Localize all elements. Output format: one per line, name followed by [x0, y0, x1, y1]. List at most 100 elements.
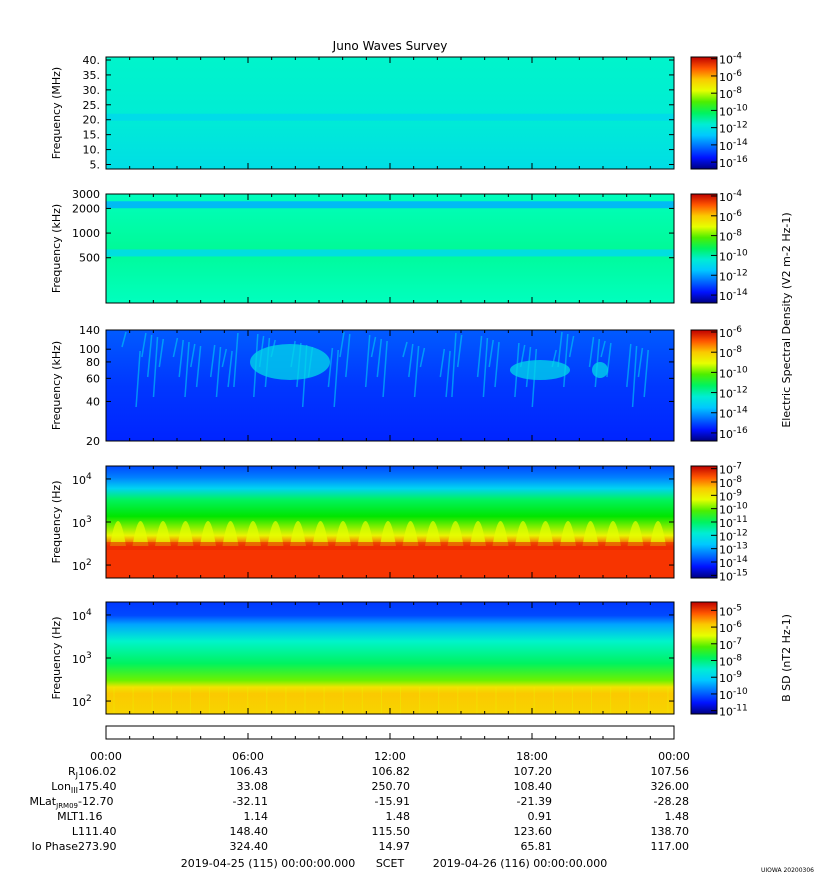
ephemeris-label: MLT — [57, 810, 78, 823]
colorbar-tick-label: 10-10 — [719, 248, 748, 263]
ephemeris-value: 175.40 — [78, 780, 117, 793]
panel-1: 5. 10. 15. 20. 25. 30. 35. 40. Frequency (MHz) 10… — [50, 52, 748, 172]
colorbar-tick-label: 10-4 — [719, 52, 742, 67]
ephemeris-value: 123.60 — [514, 825, 553, 838]
time-label: 12:00 — [374, 750, 406, 763]
colorbar-tick-label: 10-16 — [719, 426, 748, 441]
ephemeris-value: -15.91 — [375, 795, 410, 808]
y-tick-label: 103 — [72, 515, 92, 530]
time-label: 18:00 — [516, 750, 548, 763]
colorbar-tick-label: 10-16 — [719, 155, 748, 170]
spectrogram-3 — [106, 330, 674, 441]
end-time: 2019-04-26 (116) 00:00:00.000 — [433, 857, 607, 870]
colorbar-3 — [690, 329, 718, 442]
footer-credit: UIOWA 20200306 — [761, 867, 814, 874]
electric-spectral-density-label: Electric Spectral Density (V2 m-2 Hz-1) — [780, 212, 793, 427]
y-tick-label: 5. — [90, 159, 101, 172]
y-tick-label: 102 — [72, 694, 92, 709]
ephemeris-value: -32.11 — [233, 795, 268, 808]
y-tick-label: 30. — [83, 84, 101, 97]
colorbar-tick-label: 10-14 — [719, 138, 748, 153]
y-axis-label: Frequency (Hz) — [50, 481, 63, 564]
ephemeris-label: RJ — [68, 765, 78, 780]
colorbar-tick-label: 10-6 — [719, 620, 742, 635]
ephemeris-label: MLatJRM09 — [29, 795, 78, 810]
spectrogram-5 — [106, 602, 674, 714]
time-label: 06:00 — [232, 750, 264, 763]
ephemeris-value: 106.43 — [230, 765, 269, 778]
colorbar-tick-label: 10-9 — [719, 670, 742, 685]
spectrogram-4 — [106, 466, 674, 578]
y-tick-label: 35. — [83, 69, 101, 82]
figure-title: Juno Waves Survey — [332, 39, 448, 53]
emission-band — [106, 249, 674, 257]
ephemeris-value: 138.70 — [651, 825, 690, 838]
y-tick-label: 15. — [83, 129, 101, 142]
colorbar-tick-label: 10-8 — [719, 475, 742, 490]
colorbar-tick-label: 10-12 — [719, 121, 748, 136]
time-label: 00:00 — [90, 750, 122, 763]
colorbar-tick-label: 10-7 — [719, 462, 742, 477]
ephemeris-value: 273.90 — [78, 840, 117, 853]
spectrogram-1 — [106, 57, 674, 169]
ephemeris-value: 0.91 — [528, 810, 553, 823]
y-tick-label: 40 — [86, 395, 100, 408]
y-axis-label: Frequency (kHz) — [50, 204, 63, 293]
ephemeris-value: 65.81 — [521, 840, 553, 853]
y-tick-label: 3000 — [72, 188, 100, 201]
ephemeris-value: 115.50 — [372, 825, 411, 838]
ephemeris-value: 250.70 — [372, 780, 411, 793]
time-label: 00:00 — [658, 750, 690, 763]
y-tick-label: 500 — [79, 252, 100, 265]
y-tick-label: 102 — [72, 558, 92, 573]
b-sd-label: B SD (nT2 Hz-1) — [780, 614, 793, 702]
y-tick-label: 25. — [83, 99, 101, 112]
y-tick-label: 80 — [86, 356, 100, 369]
y-axis-label: Frequency (kHz) — [50, 341, 63, 430]
ephemeris-value: 14.97 — [379, 840, 411, 853]
ephemeris-label: LonIII — [51, 780, 78, 795]
ephemeris-value: 106.82 — [372, 765, 411, 778]
ephemeris-value: 148.40 — [230, 825, 269, 838]
colorbar-tick-label: 10-12 — [719, 528, 748, 543]
y-tick-label: 104 — [72, 608, 92, 623]
panel-4: 102 103 104 Frequency (Hz) 10-710-810-910-10… — [50, 462, 748, 584]
y-axis-label: Frequency (Hz) — [50, 617, 63, 700]
colorbar-tick-label: 10-10 — [719, 687, 748, 702]
ephemeris-value: 324.40 — [230, 840, 269, 853]
ephemeris-value: 33.08 — [237, 780, 269, 793]
colorbar-tick-label: 10-9 — [719, 488, 742, 503]
colorbar-tick-label: 10-8 — [719, 654, 742, 669]
ephemeris-value: 1.48 — [665, 810, 690, 823]
y-tick-label: 140 — [79, 324, 100, 337]
y-tick-label: 104 — [72, 472, 92, 487]
ephemeris-value: 326.00 — [651, 780, 690, 793]
colorbar-tick-label: 10-8 — [719, 345, 742, 360]
ephemeris-value: 111.40 — [78, 825, 117, 838]
ephemeris-value: -12.70 — [78, 795, 113, 808]
colorbar-tick-label: 10-10 — [719, 502, 748, 517]
colorbar-tick-label: 10-15 — [719, 568, 748, 583]
scet-label: SCET — [376, 857, 405, 870]
ephemeris-label: L — [72, 825, 79, 838]
colorbar-tick-label: 10-8 — [719, 229, 742, 244]
y-tick-label: 10. — [83, 144, 101, 157]
colorbar-tick-label: 10-11 — [719, 515, 748, 530]
ephemeris-value: 117.00 — [651, 840, 690, 853]
ephemeris-label: Io Phase — [32, 840, 79, 853]
colorbar-tick-label: 10-7 — [719, 637, 742, 652]
colorbar-5 — [690, 601, 718, 715]
colorbar-tick-label: 10-6 — [719, 209, 742, 224]
colorbar-2 — [690, 193, 718, 304]
colorbar-tick-label: 10-13 — [719, 542, 748, 557]
colorbar-tick-label: 10-11 — [719, 704, 748, 719]
ephemeris-value: -21.39 — [517, 795, 552, 808]
ephemeris-value: 107.56 — [651, 765, 690, 778]
colorbar-1 — [690, 56, 718, 170]
colorbar-tick-label: 10-4 — [719, 189, 742, 204]
y-tick-label: 20 — [86, 435, 100, 448]
